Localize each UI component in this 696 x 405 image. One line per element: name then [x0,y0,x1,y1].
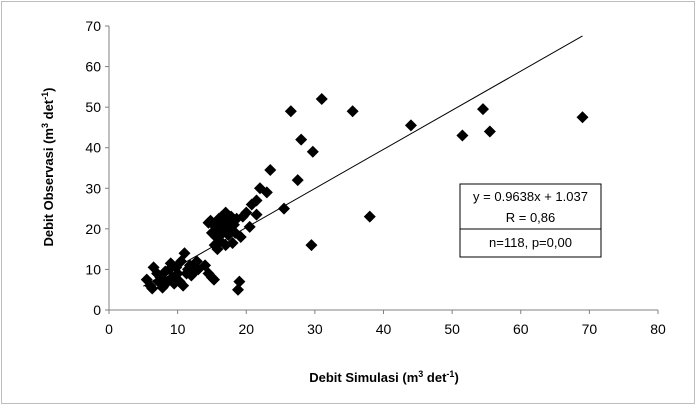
y-tick-label: 30 [85,180,101,196]
x-tick-label: 80 [650,321,666,337]
x-tick-label: 0 [105,321,113,337]
x-tick-label: 10 [170,321,186,337]
x-tick-label: 30 [307,321,323,337]
y-tick-label: 20 [85,221,101,237]
stats-n-p: n=118, p=0,00 [489,235,572,250]
y-tick-label: 0 [93,302,101,318]
x-axis-title: Debit Simulasi (m3 det-1) [309,369,459,385]
stats-equation: y = 0.9638x + 1.037 [473,189,588,204]
x-tick-label: 60 [513,321,529,337]
y-tick-label: 60 [85,59,101,75]
y-tick-label: 50 [85,99,101,115]
x-tick-label: 50 [444,321,460,337]
x-tick-label: 40 [376,321,392,337]
y-tick-label: 40 [85,140,101,156]
y-tick-label: 70 [85,18,101,34]
x-tick-label: 70 [582,321,598,337]
stats-r-value: R = 0,86 [506,210,556,225]
y-axis-title: Debit Observasi (m3 det-1) [40,88,56,247]
x-tick-label: 20 [238,321,254,337]
y-tick-label: 10 [85,261,101,277]
stats-annotation: y = 0.9638x + 1.037 R = 0,86 n=118, p=0,… [460,184,601,257]
